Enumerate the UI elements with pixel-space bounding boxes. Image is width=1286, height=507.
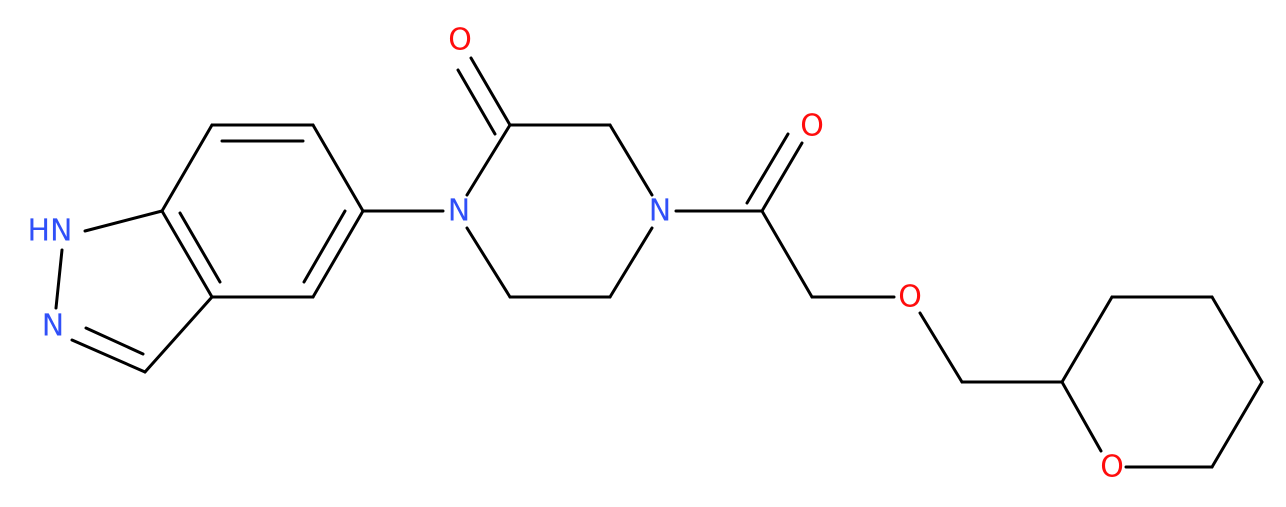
atom-label: HN [28,214,73,249]
atom-label: N [42,309,64,344]
atom-label: O [800,109,824,144]
atom-label: N [448,194,470,229]
atom-label: O [448,23,472,58]
bonds [54,56,1264,469]
atom-label: O [898,280,922,315]
atom-label: N [649,194,671,229]
atom-label: O [1100,450,1124,485]
